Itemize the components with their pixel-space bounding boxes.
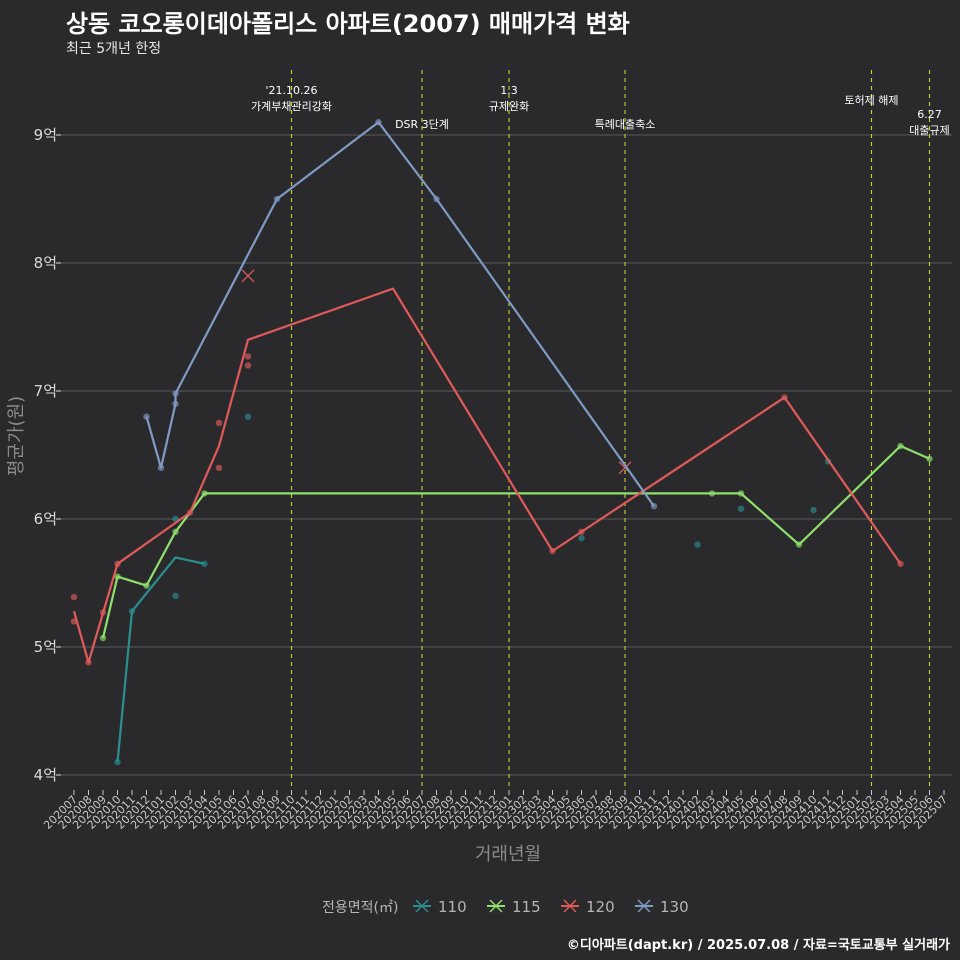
data-point bbox=[737, 505, 745, 512]
series-line bbox=[72, 287, 902, 664]
data-point bbox=[694, 541, 701, 548]
data-point bbox=[244, 362, 252, 369]
series-line bbox=[101, 444, 930, 639]
data-point bbox=[172, 592, 179, 599]
series-110 bbox=[114, 413, 832, 766]
series-130 bbox=[143, 119, 658, 510]
data-point bbox=[244, 353, 252, 360]
chart-title: 상동 코오롱이데아폴리스 아파트(2007) 매매가격 변화 bbox=[66, 10, 630, 38]
x-axis-title: 거래년월 bbox=[475, 844, 541, 865]
series-layer bbox=[70, 119, 933, 766]
y-tick-label: 6억 bbox=[34, 510, 57, 528]
footer-credit: ©디아파트(dapt.kr) / 2025.07.08 / 자료=국토교통부 실… bbox=[566, 938, 950, 953]
data-point bbox=[578, 535, 585, 542]
series-120 bbox=[70, 269, 904, 666]
data-point bbox=[215, 464, 223, 471]
y-tick-label: 5억 bbox=[34, 638, 57, 656]
legend-label: 115 bbox=[512, 898, 541, 916]
data-point bbox=[99, 634, 107, 642]
data-point bbox=[143, 413, 150, 420]
legend-swatch-cross bbox=[415, 899, 429, 913]
y-axis-ticks: 4억 5억 6억 7억 8억 9억 bbox=[34, 126, 61, 784]
legend-swatch-cross bbox=[563, 899, 577, 913]
series-line bbox=[145, 121, 655, 507]
policy-annotation: 6.27 bbox=[917, 108, 942, 121]
y-tick-label: 7억 bbox=[34, 382, 57, 400]
y-tick-label: 8억 bbox=[34, 254, 57, 272]
policy-annotation: 대출규제 bbox=[909, 124, 949, 137]
legend-label: 120 bbox=[586, 898, 615, 916]
cancelled-deal-marker bbox=[241, 269, 255, 283]
legend-label: 130 bbox=[660, 898, 689, 916]
x-axis-ticks: 2020072020082020092020102020112020122021… bbox=[41, 790, 950, 832]
y-tick-label: 9억 bbox=[34, 126, 57, 144]
data-point bbox=[810, 506, 817, 514]
legend: 전용면적(㎡) 110 115 120 130 bbox=[322, 898, 689, 916]
y-tick-label: 4억 bbox=[34, 766, 57, 784]
legend-title: 전용면적(㎡) bbox=[322, 900, 398, 916]
policy-annotation: 가계부채관리강화 bbox=[251, 100, 332, 113]
legend-label: 110 bbox=[438, 898, 467, 916]
chart-subtitle: 최근 5개년 한정 bbox=[66, 41, 162, 57]
series-line bbox=[116, 556, 205, 763]
grid-layer bbox=[60, 134, 952, 776]
policy-annotation: 1.3 bbox=[500, 84, 518, 97]
policy-annotation: DSR 3단계 bbox=[395, 118, 449, 131]
data-point bbox=[244, 413, 252, 420]
policy-annotation: 특례대출축소 bbox=[595, 118, 656, 131]
data-point bbox=[215, 419, 223, 427]
series-115 bbox=[99, 442, 933, 642]
legend-swatch-cross bbox=[637, 899, 651, 913]
policy-annotation: 토허제 해제 bbox=[844, 93, 898, 107]
policy-annotation: '21.10.26 bbox=[265, 84, 317, 97]
legend-swatch-cross bbox=[489, 899, 503, 913]
y-axis-title: 평균가(원) bbox=[6, 396, 27, 476]
data-point bbox=[70, 593, 78, 601]
policy-annotation: 규제완화 bbox=[489, 100, 529, 113]
